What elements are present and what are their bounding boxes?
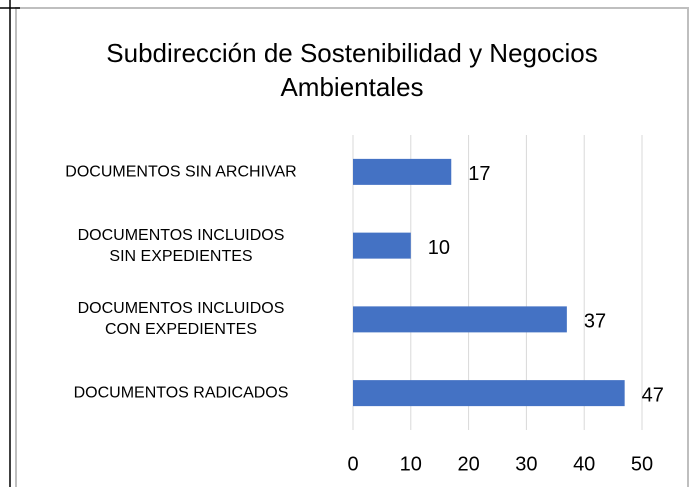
x-tick-label: 0 [347,453,358,475]
y-tick-label: DOCUMENTOS INCLUIDOS SIN EXPEDIENTES [77,226,285,265]
bar [353,232,411,259]
y-tick-label: DOCUMENTOS RADICADOS [73,384,289,402]
x-tick-label: 40 [573,453,595,475]
chart-title: Subdirección de Sostenibilidad y Negocio… [106,38,598,102]
data-label: 47 [642,384,664,406]
y-tick-label: DOCUMENTOS SIN ARCHIVAR [65,163,297,181]
x-tick-label: 50 [631,453,653,475]
x-tick-label: 10 [400,453,422,475]
bar [353,380,625,407]
x-tick-label: 20 [457,453,479,475]
x-tick-label: 30 [515,453,537,475]
bar [353,306,567,333]
chart-frame [15,7,689,487]
data-label: 10 [428,237,450,259]
bar [353,158,452,185]
y-tick-label: DOCUMENTOS INCLUIDOS CON EXPEDIENTES [77,300,285,339]
data-label: 37 [584,311,606,333]
data-label: 17 [468,163,490,185]
